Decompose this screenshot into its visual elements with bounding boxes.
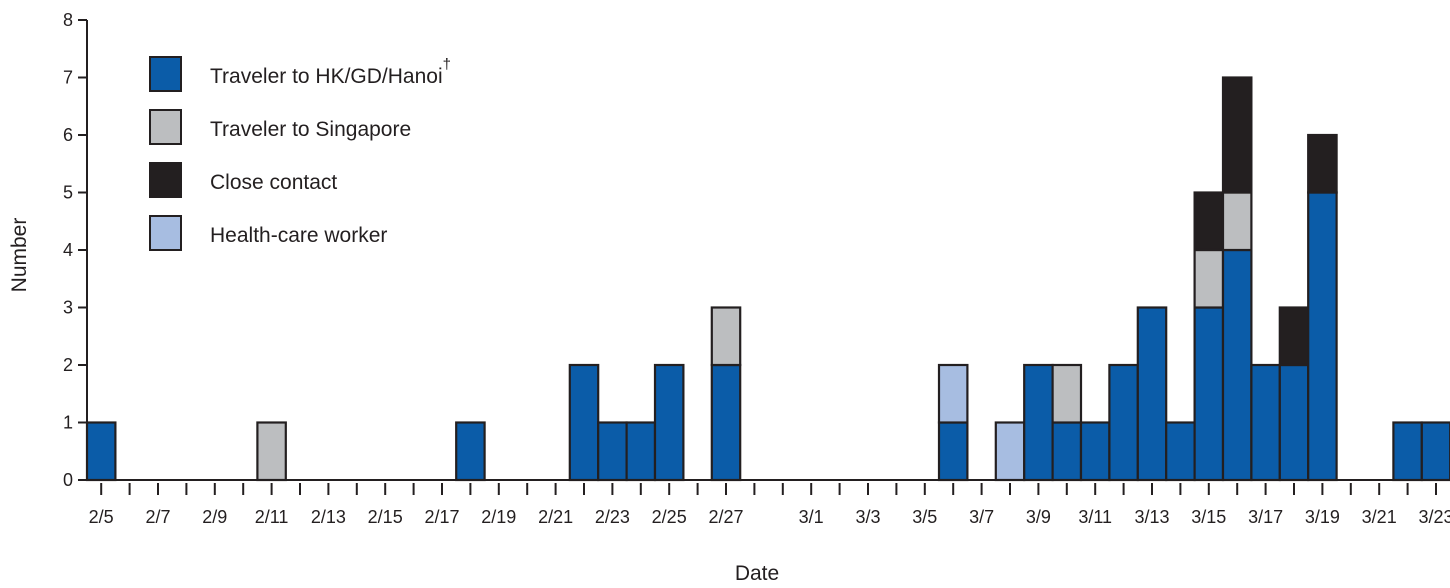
bar-3-10-series-0 (1051, 421, 1083, 482)
legend-swatch-1 (149, 109, 182, 145)
x-tick-label-3-15: 3/15 (1191, 507, 1226, 527)
bars-layer (85, 76, 1450, 482)
bar-2-11-series-1 (256, 421, 287, 482)
y-tick-label-0: 0 (63, 470, 73, 490)
bar-2-23-series-0 (597, 421, 628, 482)
bar-3-16-series-1 (1221, 191, 1253, 252)
x-tick-label-2-13: 2/13 (311, 507, 346, 527)
bar-3-8-series-3 (994, 421, 1026, 482)
bar-2-22-series-0 (568, 363, 600, 482)
x-tick-label-3-5: 3/5 (912, 507, 937, 527)
bar-3-16-series-0 (1221, 248, 1253, 482)
bar-3-15-series-0 (1193, 306, 1225, 482)
y-tick-label-6: 6 (63, 125, 73, 145)
bar-2-25-series-0 (653, 363, 685, 482)
bar-2-5-series-0 (85, 421, 117, 482)
legend-label-1: Traveler to Singapore (210, 118, 411, 141)
x-tick-label-3-9: 3/9 (1026, 507, 1051, 527)
bar-3-18-series-0 (1278, 363, 1310, 482)
legend-swatch-2 (149, 162, 182, 198)
bar-3-10-series-1 (1051, 363, 1083, 424)
legend-swatch-0 (149, 56, 182, 92)
x-tick-label-2-7: 2/7 (145, 507, 170, 527)
bar-3-16-series-2 (1221, 76, 1253, 194)
y-tick-label-3: 3 (63, 298, 73, 318)
legend-label-3: Health-care worker (210, 224, 387, 247)
x-tick-label-3-21: 3/21 (1362, 507, 1397, 527)
x-tick-label-3-19: 3/19 (1305, 507, 1340, 527)
y-tick-label-7: 7 (63, 68, 73, 88)
bar-3-15-series-1 (1193, 248, 1225, 309)
x-tick-label-2-21: 2/21 (538, 507, 573, 527)
legend-footnote-marker: † (443, 56, 451, 73)
bar-3-11-series-0 (1079, 421, 1111, 482)
x-tick-label-3-7: 3/7 (969, 507, 994, 527)
y-axis-title: Number (8, 218, 31, 293)
bar-3-23-series-0 (1420, 421, 1450, 482)
x-tick-label-3-17: 3/17 (1248, 507, 1283, 527)
x-tick-label-2-15: 2/15 (368, 507, 403, 527)
bar-3-13-series-0 (1136, 306, 1168, 482)
bar-3-19-series-2 (1307, 133, 1338, 194)
x-tick-label-2-23: 2/23 (595, 507, 630, 527)
y-tick-label-8: 8 (63, 10, 73, 30)
x-tick-label-3-3: 3/3 (855, 507, 880, 527)
legend: Traveler to HK/GD/Hanoi† Traveler to Sing… (149, 56, 451, 251)
bar-3-15-series-2 (1193, 191, 1225, 252)
bar-3-17-series-0 (1250, 363, 1281, 482)
y-tick-label-5: 5 (63, 183, 73, 203)
bar-3-6-series-0 (937, 421, 969, 482)
legend-label-0: Traveler to HK/GD/Hanoi† (210, 56, 451, 88)
legend-swatch-3 (149, 215, 182, 251)
bar-3-22-series-0 (1392, 421, 1423, 482)
bar-2-27-series-0 (710, 363, 742, 482)
bar-3-19-series-0 (1307, 191, 1338, 482)
bar-2-27-series-1 (710, 306, 742, 367)
x-tick-label-2-27: 2/27 (708, 507, 743, 527)
bar-3-6-series-3 (937, 363, 969, 424)
x-tick-label-2-5: 2/5 (89, 507, 114, 527)
y-tick-label-1: 1 (63, 413, 73, 433)
x-tick-label-3-1: 3/1 (799, 507, 824, 527)
bar-2-24-series-0 (625, 421, 657, 482)
x-axis-title: Date (735, 562, 779, 585)
x-tick-label-3-23: 3/23 (1418, 507, 1450, 527)
x-tick-label-2-11: 2/11 (255, 507, 289, 527)
legend-label-2: Close contact (210, 171, 337, 194)
bar-3-14-series-0 (1165, 421, 1196, 482)
x-tick-label-2-9: 2/9 (202, 507, 227, 527)
ticks-layer: 0 1 2 3 4 5 6 7 8 2/5 2/7 2/9 2/11 2/13 2/15 2/17 2/19 2/… (63, 10, 1450, 527)
y-tick-label-4: 4 (63, 240, 73, 260)
x-tick-label-3-11: 3/11 (1078, 507, 1112, 527)
bar-3-12-series-0 (1108, 363, 1139, 482)
x-tick-label-2-25: 2/25 (652, 507, 687, 527)
bar-3-18-series-2 (1278, 306, 1310, 367)
x-tick-label-2-19: 2/19 (481, 507, 516, 527)
x-tick-label-3-13: 3/13 (1134, 507, 1169, 527)
bar-2-18-series-0 (455, 421, 486, 482)
y-tick-label-2: 2 (63, 355, 73, 375)
bar-3-9-series-0 (1023, 363, 1054, 482)
x-tick-label-2-17: 2/17 (424, 507, 459, 527)
